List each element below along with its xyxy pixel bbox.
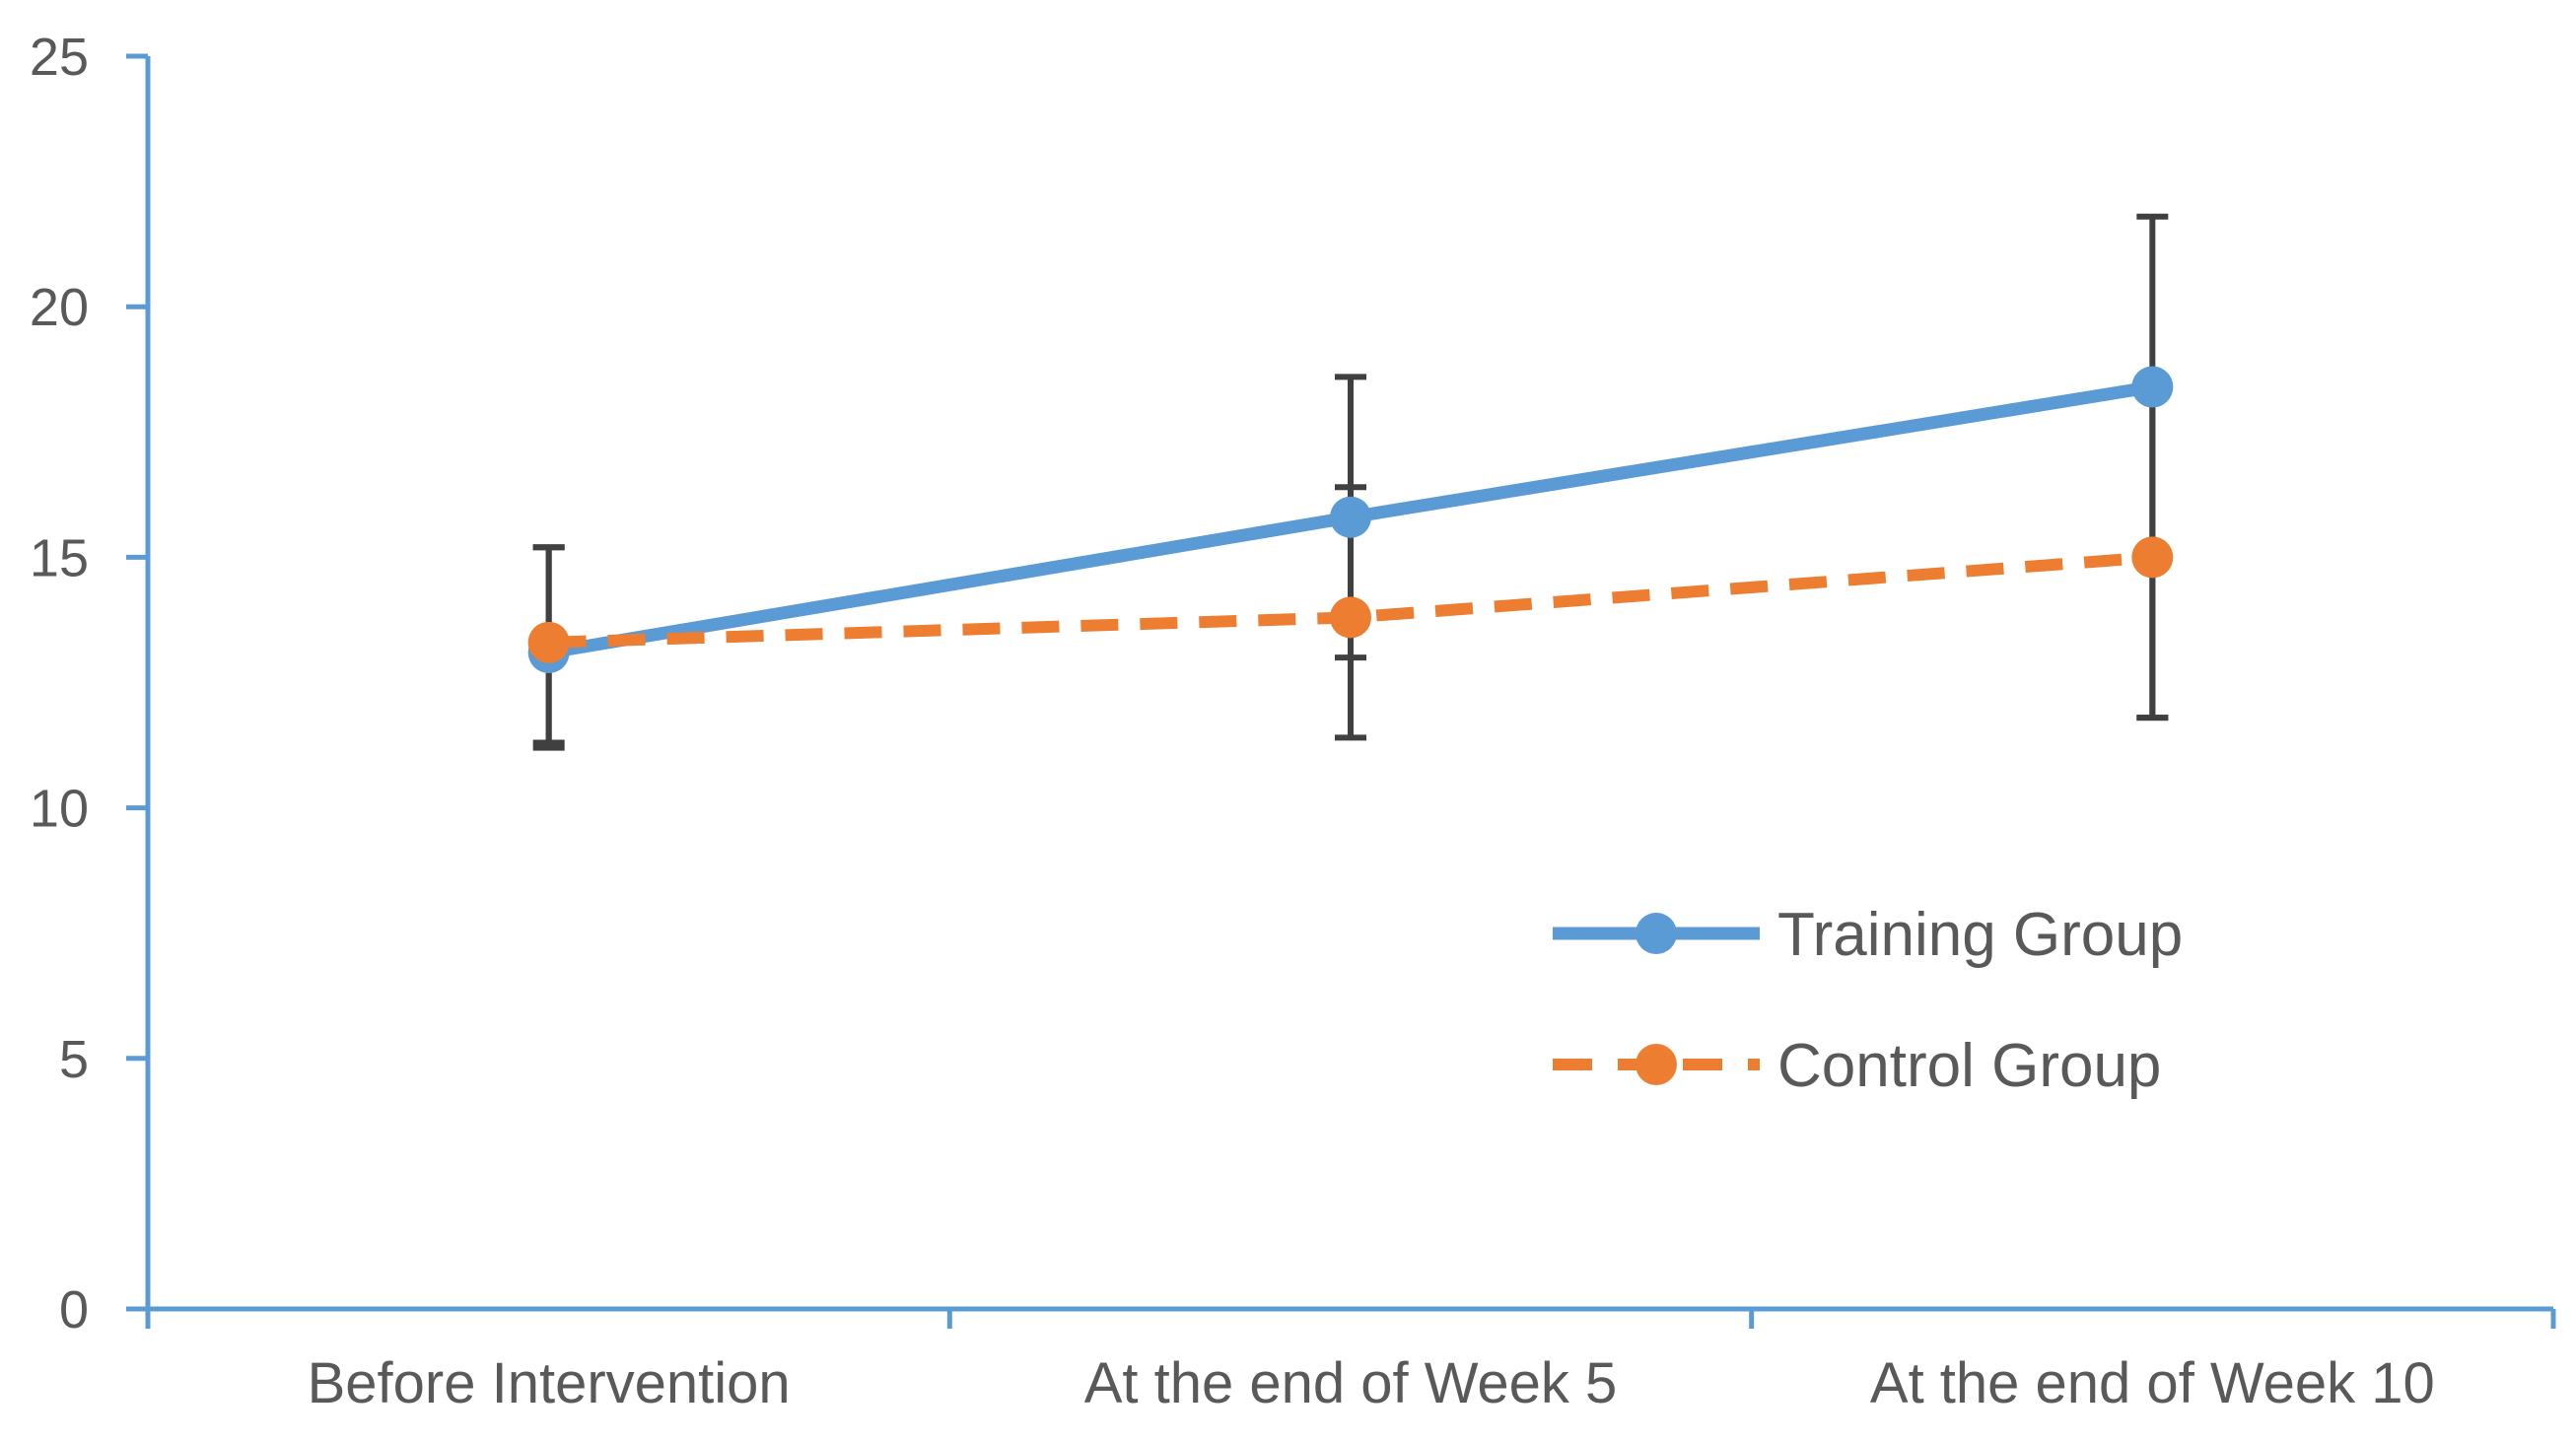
legend-label: Control Group <box>1777 1032 2161 1100</box>
data-point <box>1330 496 1371 538</box>
x-tick-label: At the end of Week 5 <box>1084 1351 1618 1415</box>
legend-item: Control Group <box>1553 1032 2161 1100</box>
legend-label: Training Group <box>1777 901 2183 969</box>
y-axis-ticks: 0 5 10 15 20 25 <box>30 28 148 1340</box>
y-tick-label: 15 <box>30 528 89 587</box>
y-tick-label: 10 <box>30 780 89 839</box>
series-points <box>527 366 2174 673</box>
x-axis-ticks: Before Intervention At the end of Week 5 A… <box>145 1309 2556 1415</box>
error-bars <box>532 213 2169 751</box>
legend-marker <box>1636 913 1677 954</box>
y-tick-label: 5 <box>59 1030 89 1089</box>
x-tick-label: Before Intervention <box>308 1351 791 1415</box>
y-tick-label: 0 <box>59 1280 89 1340</box>
legend: Training Group Control Group <box>1553 901 2183 1100</box>
y-tick-label: 20 <box>30 278 89 337</box>
legend-marker <box>1636 1044 1677 1085</box>
y-tick-label: 25 <box>30 28 89 87</box>
data-point <box>1330 596 1371 639</box>
legend-item: Training Group <box>1553 901 2183 969</box>
data-point <box>2131 366 2174 408</box>
axes <box>145 56 2553 1312</box>
data-point <box>527 621 570 663</box>
x-tick-label: At the end of Week 10 <box>1870 1351 2435 1415</box>
data-point <box>2131 536 2174 579</box>
